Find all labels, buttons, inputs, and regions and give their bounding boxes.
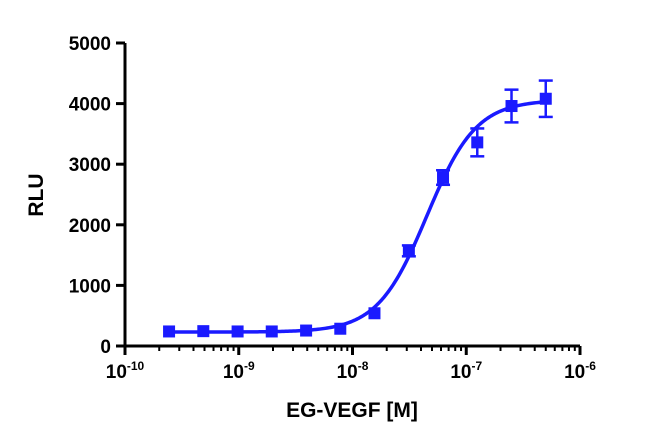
x-tick-label: 10-9 (223, 359, 255, 383)
data-point (539, 92, 552, 105)
data-point (300, 324, 313, 337)
data-point (197, 325, 210, 338)
x-tick-base: 10 (106, 362, 127, 383)
y-tick-label: 5000 (69, 34, 111, 55)
x-tick-exponent: -10 (127, 359, 145, 373)
y-ticks-layer: 0 1000 2000 3000 4000 5000 (69, 34, 125, 358)
x-tick-base: 10 (564, 362, 585, 383)
x-tick-exponent: -9 (244, 359, 255, 373)
data-point (368, 307, 381, 320)
data-points-layer (163, 79, 553, 338)
x-tick-base: 10 (337, 362, 358, 383)
x-tick-label: 10-10 (106, 359, 145, 383)
data-point (231, 325, 244, 338)
x-tick-exponent: -7 (471, 359, 482, 373)
x-tick-exponent: -6 (585, 359, 596, 373)
y-tick-label: 2000 (69, 216, 111, 237)
fit-curve-layer (169, 100, 546, 334)
x-tick-exponent: -8 (358, 359, 369, 373)
x-ticks-layer: 10-10 10-9 10-8 10-7 10-6 (106, 346, 596, 383)
y-tick-label: 3000 (69, 155, 111, 176)
y-axis-title: RLU (25, 173, 48, 216)
fit-curve (169, 100, 546, 334)
data-point (437, 171, 450, 184)
x-tick-base: 10 (223, 362, 244, 383)
x-tick-label: 10-8 (337, 359, 369, 383)
y-tick-label: 4000 (69, 95, 111, 116)
y-tick-label: 0 (100, 337, 111, 358)
data-point (334, 322, 347, 335)
data-point (265, 325, 278, 338)
data-point (402, 244, 415, 257)
data-point (505, 100, 518, 113)
x-tick-base: 10 (450, 362, 471, 383)
x-tick-label: 10-6 (564, 359, 596, 383)
data-point (163, 325, 176, 338)
y-tick-label: 1000 (69, 276, 111, 297)
x-tick-label: 10-7 (450, 359, 482, 383)
x-axis-title: EG-VEGF [M] (286, 399, 418, 422)
data-point (471, 136, 484, 149)
